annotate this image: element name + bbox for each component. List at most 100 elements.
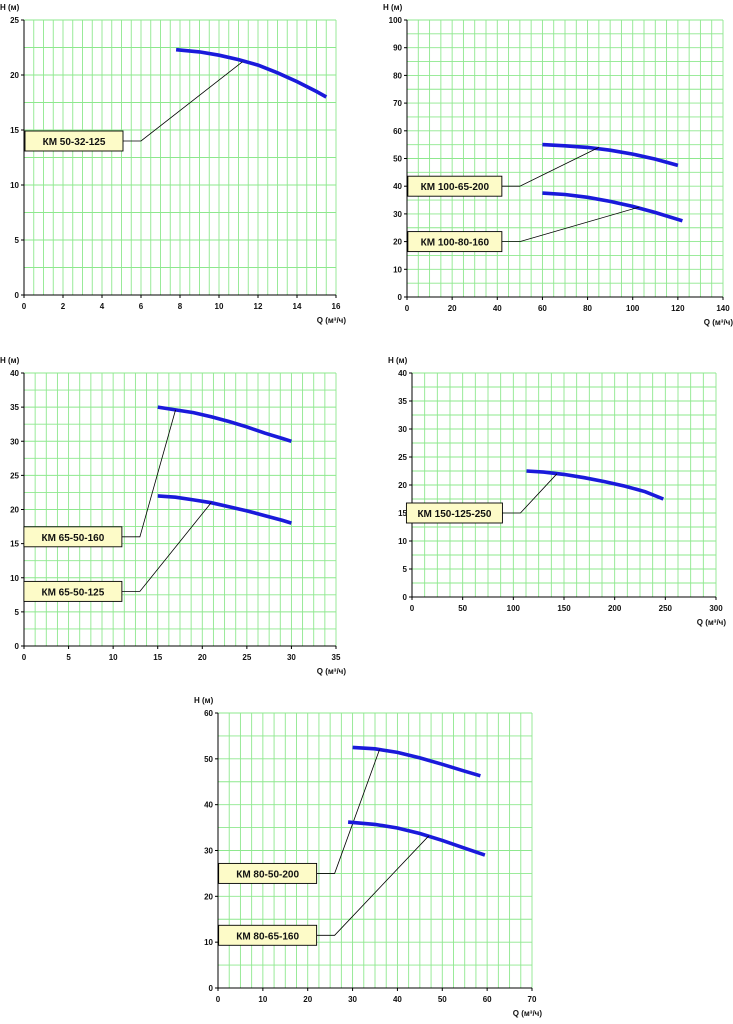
grid bbox=[411, 372, 717, 598]
series-label-box bbox=[218, 862, 318, 884]
y-tick-label: 0 bbox=[398, 293, 403, 302]
y-tick-label: 20 bbox=[393, 238, 402, 247]
y-tick-label: 100 bbox=[389, 16, 403, 25]
y-tick-label: 35 bbox=[10, 403, 19, 412]
callout-leader bbox=[501, 206, 640, 243]
x-tick-label: 10 bbox=[258, 995, 267, 1004]
callout-leader bbox=[121, 502, 212, 592]
y-tick-label: 10 bbox=[10, 181, 19, 190]
y-tick-label: 0 bbox=[403, 593, 408, 602]
x-tick-label: 15 bbox=[153, 653, 162, 662]
x-tick-label: 300 bbox=[709, 604, 723, 613]
callout-leader bbox=[316, 835, 430, 936]
y-axis-title: H (м) bbox=[0, 3, 20, 12]
series-line-1 bbox=[526, 469, 664, 501]
series-label: КМ 100-65-200 bbox=[421, 182, 490, 193]
grid bbox=[23, 372, 337, 647]
y-tick-label: 5 bbox=[403, 565, 408, 574]
x-tick-label: 60 bbox=[538, 304, 547, 313]
series-label: КМ 65-50-125 bbox=[41, 587, 104, 598]
callout-leader bbox=[121, 409, 176, 538]
y-tick-label: 70 bbox=[393, 99, 402, 108]
y-tick-label: 25 bbox=[10, 16, 19, 25]
series-line-1 bbox=[175, 47, 328, 99]
series-label: КМ 150-125-250 bbox=[417, 509, 491, 520]
x-tick-label: 70 bbox=[528, 995, 537, 1004]
y-axis-title: H (м) bbox=[0, 356, 20, 365]
y-tick-label: 60 bbox=[393, 127, 402, 136]
y-tick-label: 10 bbox=[398, 537, 407, 546]
grid bbox=[217, 712, 533, 989]
x-tick-label: 0 bbox=[22, 302, 27, 311]
y-tick-label: 20 bbox=[10, 506, 19, 515]
x-tick-label: 0 bbox=[22, 653, 27, 662]
y-tick-label: 40 bbox=[10, 369, 19, 378]
x-tick-label: 30 bbox=[287, 653, 296, 662]
y-tick-label: 15 bbox=[10, 126, 19, 135]
series-line-2 bbox=[542, 191, 683, 223]
y-tick-label: 20 bbox=[10, 71, 19, 80]
y-tick-label: 25 bbox=[398, 453, 407, 462]
series-label-box bbox=[23, 580, 123, 602]
x-tick-label: 80 bbox=[583, 304, 592, 313]
x-tick-label: 150 bbox=[557, 604, 571, 613]
y-tick-label: 10 bbox=[204, 938, 213, 947]
y-tick-label: 30 bbox=[204, 847, 213, 856]
series-label-box bbox=[405, 502, 503, 524]
callout-leader bbox=[501, 147, 600, 187]
series-label-box bbox=[407, 231, 503, 253]
y-axis-title: H (м) bbox=[388, 356, 408, 365]
x-tick-label: 20 bbox=[303, 995, 312, 1004]
series-line-1 bbox=[352, 745, 481, 778]
x-tick-label: 2 bbox=[61, 302, 66, 311]
x-tick-label: 100 bbox=[507, 604, 521, 613]
y-tick-label: 40 bbox=[393, 182, 402, 191]
x-tick-label: 10 bbox=[215, 302, 224, 311]
x-tick-label: 20 bbox=[448, 304, 457, 313]
y-tick-label: 20 bbox=[204, 892, 213, 901]
x-tick-label: 0 bbox=[216, 995, 221, 1004]
y-tick-label: 0 bbox=[15, 291, 20, 300]
series-line-1 bbox=[542, 142, 679, 168]
series-label: КМ 65-50-160 bbox=[41, 533, 104, 544]
y-tick-label: 30 bbox=[393, 210, 402, 219]
x-tick-label: 100 bbox=[626, 304, 640, 313]
y-tick-label: 35 bbox=[398, 397, 407, 406]
chart-2: 0 20 40 60 80 100 120 140 0 10 20 30 40 50 60 70 80 90 100… bbox=[383, 3, 733, 327]
series-label-box bbox=[407, 175, 503, 197]
x-axis-title: Q (м³/ч) bbox=[317, 667, 347, 676]
x-tick-label: 50 bbox=[438, 995, 447, 1004]
y-tick-label: 30 bbox=[10, 437, 19, 446]
y-tick-label: 15 bbox=[398, 509, 407, 518]
chart-3: 0 5 10 15 20 25 30 35 0 5 10 15 20 25 30 35 40 H (м) Q (м³… bbox=[0, 356, 346, 676]
x-tick-label: 40 bbox=[393, 995, 402, 1004]
series-label-box bbox=[23, 526, 123, 548]
x-tick-label: 0 bbox=[410, 604, 415, 613]
y-tick-label: 0 bbox=[15, 642, 20, 651]
x-axis-title: Q (м³/ч) bbox=[317, 316, 347, 325]
series-label: КМ 80-50-200 bbox=[236, 869, 299, 880]
x-tick-label: 30 bbox=[348, 995, 357, 1004]
x-tick-label: 0 bbox=[405, 304, 410, 313]
x-tick-label: 250 bbox=[659, 604, 673, 613]
y-tick-label: 20 bbox=[398, 481, 407, 490]
x-tick-label: 4 bbox=[100, 302, 105, 311]
grid bbox=[406, 19, 724, 298]
y-tick-label: 10 bbox=[393, 265, 402, 274]
callout-leader bbox=[316, 749, 380, 874]
x-tick-label: 200 bbox=[608, 604, 622, 613]
y-tick-label: 50 bbox=[204, 755, 213, 764]
series-line-2 bbox=[157, 494, 292, 525]
callout-leader bbox=[502, 473, 558, 514]
x-tick-label: 60 bbox=[483, 995, 492, 1004]
grid bbox=[23, 19, 337, 296]
y-tick-label: 50 bbox=[393, 155, 402, 164]
chart-4: 0 50 100 150 200 250 300 0 5 10 15 20 25 30 35 40 H (м) Q… bbox=[388, 356, 726, 627]
y-tick-label: 25 bbox=[10, 471, 19, 480]
x-tick-label: 5 bbox=[66, 653, 71, 662]
y-tick-label: 10 bbox=[10, 574, 19, 583]
x-tick-label: 14 bbox=[293, 302, 302, 311]
series-label: КМ 100-80-160 bbox=[421, 238, 490, 249]
y-tick-label: 90 bbox=[393, 44, 402, 53]
